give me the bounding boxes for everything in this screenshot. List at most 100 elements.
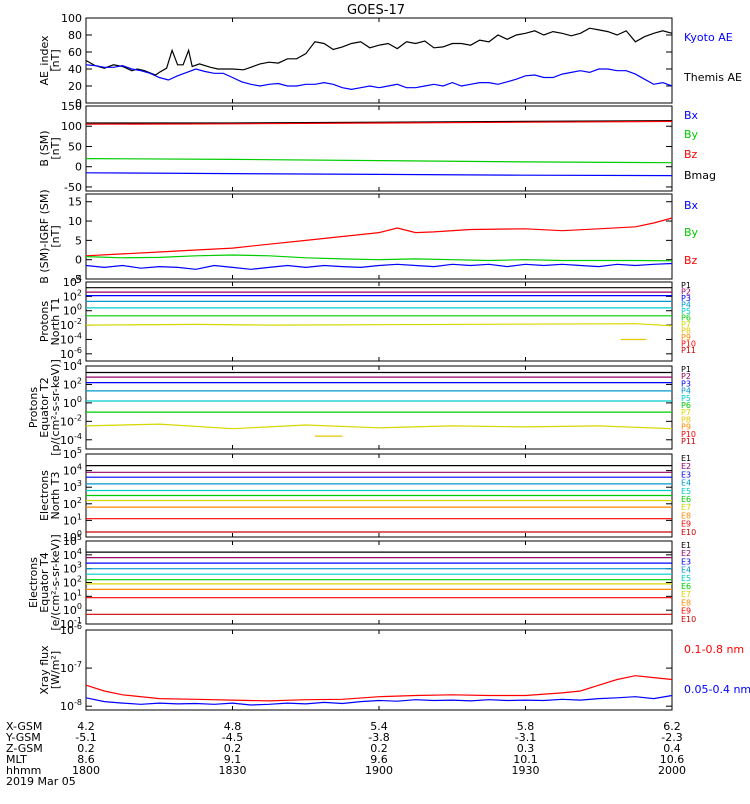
legend-entry: P3 xyxy=(681,379,691,388)
legend-entry: E9 xyxy=(681,607,691,616)
panel-frame xyxy=(85,281,673,362)
y-tick-label: 100 xyxy=(63,395,82,410)
y-tick-label: 100 xyxy=(63,303,82,318)
x-axis-tick-label: 10.6 xyxy=(660,753,685,766)
legend-entry: P9 xyxy=(681,423,691,432)
legend-entry: P8 xyxy=(681,415,691,424)
y-tick-label: 104 xyxy=(63,463,82,478)
legend-entry: P7 xyxy=(681,408,691,417)
panel-frame xyxy=(85,629,673,711)
legend-entry: E3 xyxy=(681,470,691,479)
legend-entry: P10 xyxy=(681,430,696,439)
x-axis-tick-label: 5.8 xyxy=(517,720,535,733)
legend-entry: P8 xyxy=(681,327,691,336)
series-line-by xyxy=(85,254,673,262)
y-tick-label: 102 xyxy=(63,288,82,303)
panel-bsm-igrf: -5 0 5 10 15 B (SM)-IGRF (SM)[nT] Bx By Bz xyxy=(38,189,699,286)
series-line-by xyxy=(85,158,673,164)
legend-entry: P6 xyxy=(681,401,691,410)
y-axis-label: Equator T4 xyxy=(38,552,51,612)
x-axis-tick-label: 6.2 xyxy=(663,720,681,733)
x-axis-tick-label: 1830 xyxy=(219,764,247,777)
x-axis-row-label: 2019 Mar 05 xyxy=(6,775,76,788)
panel-frame xyxy=(85,365,673,450)
x-axis-tick-label: 1930 xyxy=(512,764,540,777)
legend-entry: P4 xyxy=(681,387,691,396)
legend-entry: E1 xyxy=(681,541,691,550)
y-tick-label: -50 xyxy=(64,181,82,194)
legend-entry: E6 xyxy=(681,582,691,591)
legend-entry: P1 xyxy=(681,365,691,374)
y-axis-label: Electrons xyxy=(27,557,40,608)
legend-entry: P11 xyxy=(681,346,696,355)
y-tick-label: 104 xyxy=(63,358,82,373)
chart-title: GOES-17 xyxy=(347,3,405,18)
y-tick-label: 103 xyxy=(63,561,82,576)
x-axis-row-label: hhmm xyxy=(6,764,41,777)
legend-entry: E4 xyxy=(681,566,691,575)
y-axis-label: Electrons xyxy=(38,470,51,521)
legend-entry: P4 xyxy=(681,301,691,310)
series-line-p7 xyxy=(85,323,673,327)
y-tick-label: 100 xyxy=(61,120,82,133)
x-axis-tick-label: 0.4 xyxy=(663,742,681,755)
y-tick-label: 0 xyxy=(75,254,82,267)
x-axis-tick-label: 4.8 xyxy=(224,720,242,733)
x-axis-tick-label: -4.5 xyxy=(222,731,243,744)
x-axis-row-label: X-GSM xyxy=(6,720,42,733)
x-axis-tick-label: 0.2 xyxy=(224,742,242,755)
x-axis-tick-label: 0.3 xyxy=(517,742,535,755)
y-axis-label: North T1 xyxy=(49,298,62,346)
y-tick-label: 10-4 xyxy=(60,432,82,447)
legend-entry: P2 xyxy=(681,288,691,297)
y-axis-label: North T3 xyxy=(49,472,62,520)
x-axis-tick-label: 4.2 xyxy=(77,720,95,733)
legend-entry: P5 xyxy=(681,307,691,316)
y-tick-label: 101 xyxy=(63,588,82,603)
x-axis-tick-label: 0.2 xyxy=(77,742,95,755)
legend-entry: Bz xyxy=(684,148,698,161)
y-tick-label: -5 xyxy=(71,273,82,286)
legend-entry: Kyoto AE xyxy=(684,31,733,44)
legend-entry: E5 xyxy=(681,574,691,583)
x-axis-row-label: Y-GSM xyxy=(5,731,41,744)
y-tick-label: 100 xyxy=(61,12,82,25)
legend-entry: Bz xyxy=(684,254,698,267)
y-tick-label: 20 xyxy=(68,80,82,93)
panel-frame xyxy=(85,540,673,625)
y-axis-label: Equator T2 xyxy=(38,377,51,437)
legend-entry: P3 xyxy=(681,294,691,303)
legend-entry: P9 xyxy=(681,333,691,342)
x-axis-row-label: MLT xyxy=(6,753,27,766)
x-axis-tick-label: 2000 xyxy=(658,764,686,777)
series-line-kyoto-ae xyxy=(85,27,673,76)
legend-entry: E1 xyxy=(681,454,691,463)
series-line-bx xyxy=(85,172,673,177)
legend-entry: P10 xyxy=(681,340,696,349)
legend-entry: E3 xyxy=(681,557,691,566)
legend-entry: P2 xyxy=(681,372,691,381)
y-tick-label: 0 xyxy=(75,161,82,174)
legend-entry: E10 xyxy=(681,615,696,624)
y-axis-label: [e/(cm²-s-sr-keV)] xyxy=(49,534,62,630)
y-tick-label: 50 xyxy=(68,140,82,153)
panel-xray: 10-8 10-7 10-6 Xray flux[W/m²] 0.1-0.8 nm 0.0… xyxy=(38,622,750,713)
legend-entry: E7 xyxy=(681,503,691,512)
y-tick-label: 10-7 xyxy=(60,660,82,675)
panel-frame xyxy=(85,105,673,192)
legend-entry: By xyxy=(684,128,699,141)
y-axis-label: [p/(cm²-s-sr-keV)] xyxy=(49,359,62,456)
y-tick-label: 15 xyxy=(68,196,82,209)
y-tick-label: 104 xyxy=(63,274,82,289)
series-line-0-1-0-8-nm xyxy=(85,675,673,702)
x-axis-tick-label: -2.3 xyxy=(661,731,682,744)
y-tick-label: 80 xyxy=(68,29,82,42)
y-tick-label: 102 xyxy=(63,575,82,590)
y-axis-label: [nT] xyxy=(49,137,62,159)
x-axis-tick-label: 10.1 xyxy=(513,753,538,766)
y-tick-label: 5 xyxy=(75,234,82,247)
